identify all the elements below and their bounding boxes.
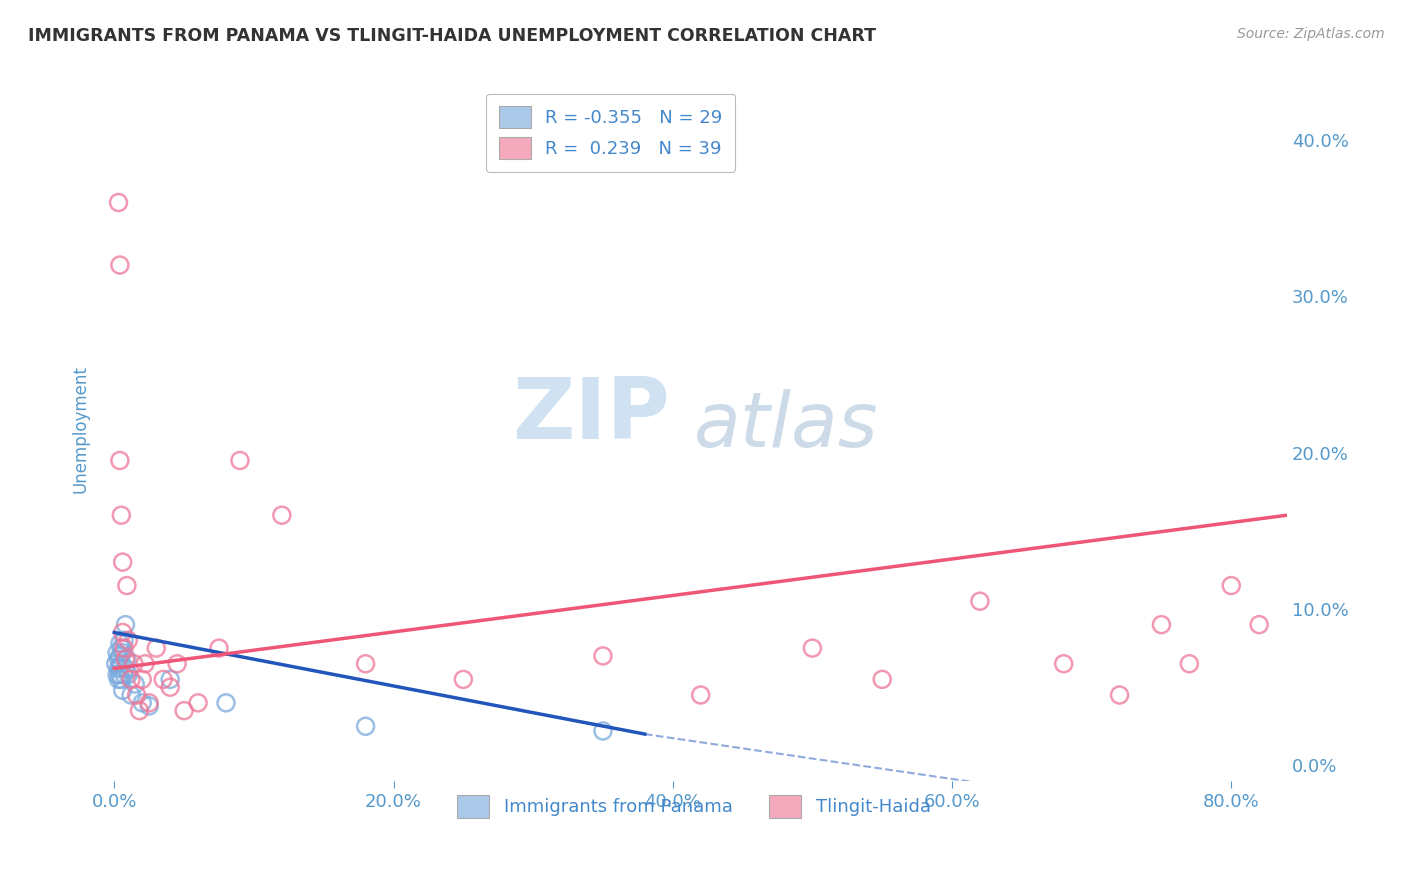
Point xyxy=(115,652,138,666)
Point xyxy=(229,453,252,467)
Point xyxy=(107,652,129,666)
Point xyxy=(107,195,129,210)
Point xyxy=(166,657,188,671)
Point xyxy=(208,641,231,656)
Point xyxy=(111,646,134,660)
Point xyxy=(270,508,292,523)
Point xyxy=(105,646,128,660)
Point xyxy=(1053,657,1076,671)
Point xyxy=(870,673,893,687)
Point xyxy=(969,594,991,608)
Point xyxy=(159,680,181,694)
Point xyxy=(112,667,135,681)
Point xyxy=(111,683,134,698)
Point xyxy=(453,673,475,687)
Point xyxy=(131,696,153,710)
Point xyxy=(131,673,153,687)
Point xyxy=(108,660,131,674)
Point xyxy=(134,657,156,671)
Point xyxy=(114,617,136,632)
Point xyxy=(111,555,134,569)
Text: atlas: atlas xyxy=(693,389,879,463)
Point xyxy=(138,696,160,710)
Point xyxy=(1249,617,1271,632)
Point xyxy=(187,696,209,710)
Point xyxy=(1178,657,1201,671)
Point xyxy=(108,667,131,681)
Point xyxy=(105,667,128,681)
Point xyxy=(115,578,138,592)
Point xyxy=(173,704,195,718)
Point xyxy=(592,648,614,663)
Point xyxy=(120,688,142,702)
Point xyxy=(592,723,614,738)
Point xyxy=(1108,688,1130,702)
Point xyxy=(138,698,160,713)
Point xyxy=(125,688,148,702)
Point xyxy=(354,719,377,733)
Point xyxy=(111,625,134,640)
Point xyxy=(110,508,132,523)
Point xyxy=(108,636,131,650)
Point xyxy=(215,696,238,710)
Point xyxy=(117,667,139,681)
Point xyxy=(152,673,174,687)
Legend: Immigrants from Panama, Tlingit-Haida: Immigrants from Panama, Tlingit-Haida xyxy=(450,789,938,825)
Point xyxy=(108,648,131,663)
Point xyxy=(124,677,146,691)
Point xyxy=(110,673,132,687)
Point xyxy=(1150,617,1173,632)
Point xyxy=(114,661,136,675)
Point xyxy=(145,641,167,656)
Point xyxy=(108,453,131,467)
Point xyxy=(108,258,131,272)
Point xyxy=(120,673,142,687)
Point xyxy=(1220,578,1243,592)
Text: Source: ZipAtlas.com: Source: ZipAtlas.com xyxy=(1237,27,1385,41)
Y-axis label: Unemployment: Unemployment xyxy=(72,366,89,493)
Point xyxy=(117,633,139,648)
Text: IMMIGRANTS FROM PANAMA VS TLINGIT-HAIDA UNEMPLOYMENT CORRELATION CHART: IMMIGRANTS FROM PANAMA VS TLINGIT-HAIDA … xyxy=(28,27,876,45)
Point xyxy=(114,652,136,666)
Point xyxy=(128,704,150,718)
Point xyxy=(122,657,145,671)
Text: ZIP: ZIP xyxy=(512,374,671,457)
Point xyxy=(112,633,135,648)
Point xyxy=(112,641,135,656)
Point xyxy=(689,688,711,702)
Point xyxy=(110,657,132,671)
Point xyxy=(159,673,181,687)
Point xyxy=(110,641,132,656)
Point xyxy=(354,657,377,671)
Point xyxy=(801,641,824,656)
Point xyxy=(107,661,129,675)
Point xyxy=(107,673,129,687)
Point xyxy=(104,657,127,671)
